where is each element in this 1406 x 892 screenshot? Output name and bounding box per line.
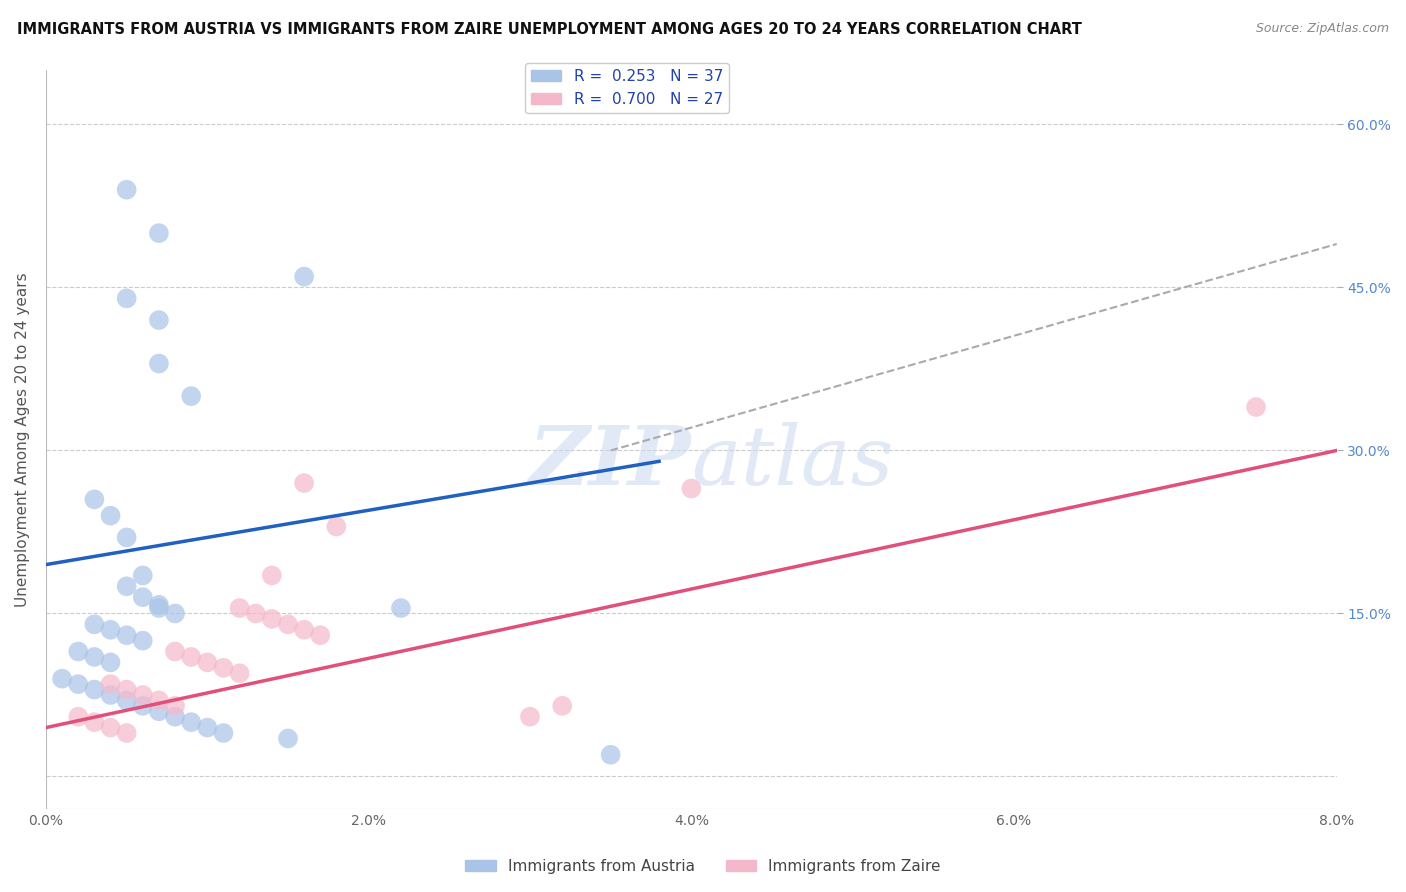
Text: ZIP: ZIP: [529, 422, 692, 502]
Point: [148, 704, 170, 718]
Point: [309, 628, 332, 642]
Y-axis label: Unemployment Among Ages 20 to 24 years: Unemployment Among Ages 20 to 24 years: [15, 272, 30, 607]
Point: [115, 726, 138, 740]
Point: [148, 313, 170, 327]
Point: [148, 601, 170, 615]
Text: IMMIGRANTS FROM AUSTRIA VS IMMIGRANTS FROM ZAIRE UNEMPLOYMENT AMONG AGES 20 TO 2: IMMIGRANTS FROM AUSTRIA VS IMMIGRANTS FR…: [17, 22, 1081, 37]
Point: [212, 726, 235, 740]
Point: [681, 482, 703, 496]
Point: [163, 698, 186, 713]
Point: [228, 666, 250, 681]
Point: [148, 693, 170, 707]
Point: [51, 672, 73, 686]
Point: [100, 677, 122, 691]
Point: [148, 598, 170, 612]
Point: [195, 721, 218, 735]
Point: [228, 601, 250, 615]
Point: [180, 715, 202, 730]
Point: [100, 721, 122, 735]
Point: [132, 698, 155, 713]
Point: [325, 519, 347, 533]
Point: [83, 649, 105, 664]
Point: [100, 623, 122, 637]
Point: [100, 508, 122, 523]
Point: [100, 656, 122, 670]
Point: [551, 698, 574, 713]
Point: [163, 607, 186, 621]
Point: [212, 661, 235, 675]
Point: [292, 476, 315, 491]
Point: [195, 656, 218, 670]
Point: [180, 389, 202, 403]
Legend: R =  0.253   N = 37, R =  0.700   N = 27: R = 0.253 N = 37, R = 0.700 N = 27: [524, 63, 728, 113]
Text: Source: ZipAtlas.com: Source: ZipAtlas.com: [1256, 22, 1389, 36]
Text: atlas: atlas: [692, 422, 894, 502]
Point: [148, 357, 170, 371]
Point: [389, 601, 412, 615]
Point: [163, 709, 186, 723]
Point: [277, 731, 299, 746]
Point: [115, 579, 138, 593]
Point: [245, 607, 267, 621]
Point: [83, 715, 105, 730]
Point: [67, 709, 90, 723]
Point: [67, 677, 90, 691]
Point: [277, 617, 299, 632]
Point: [115, 183, 138, 197]
Point: [132, 688, 155, 702]
Point: [115, 530, 138, 544]
Point: [67, 644, 90, 658]
Point: [132, 633, 155, 648]
Point: [115, 291, 138, 305]
Point: [260, 612, 283, 626]
Point: [180, 649, 202, 664]
Point: [132, 568, 155, 582]
Legend: Immigrants from Austria, Immigrants from Zaire: Immigrants from Austria, Immigrants from…: [460, 853, 946, 880]
Point: [100, 688, 122, 702]
Point: [115, 693, 138, 707]
Point: [599, 747, 621, 762]
Point: [260, 568, 283, 582]
Point: [132, 590, 155, 604]
Point: [148, 226, 170, 240]
Point: [83, 682, 105, 697]
Point: [83, 617, 105, 632]
Point: [115, 682, 138, 697]
Point: [163, 644, 186, 658]
Point: [115, 628, 138, 642]
Point: [83, 492, 105, 507]
Point: [292, 269, 315, 284]
Point: [1244, 400, 1267, 414]
Point: [292, 623, 315, 637]
Point: [519, 709, 541, 723]
